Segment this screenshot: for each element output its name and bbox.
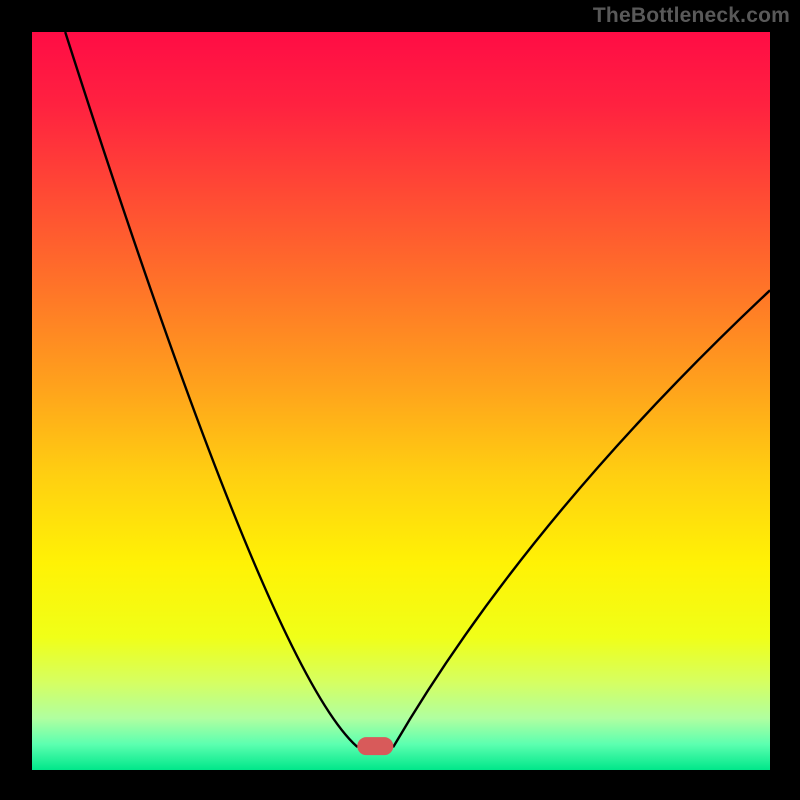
optimum-marker: [357, 738, 392, 756]
watermark-text: TheBottleneck.com: [593, 4, 790, 28]
plot-svg: [32, 32, 770, 770]
chart-root: TheBottleneck.com: [0, 0, 800, 800]
plot-area: [32, 32, 770, 770]
